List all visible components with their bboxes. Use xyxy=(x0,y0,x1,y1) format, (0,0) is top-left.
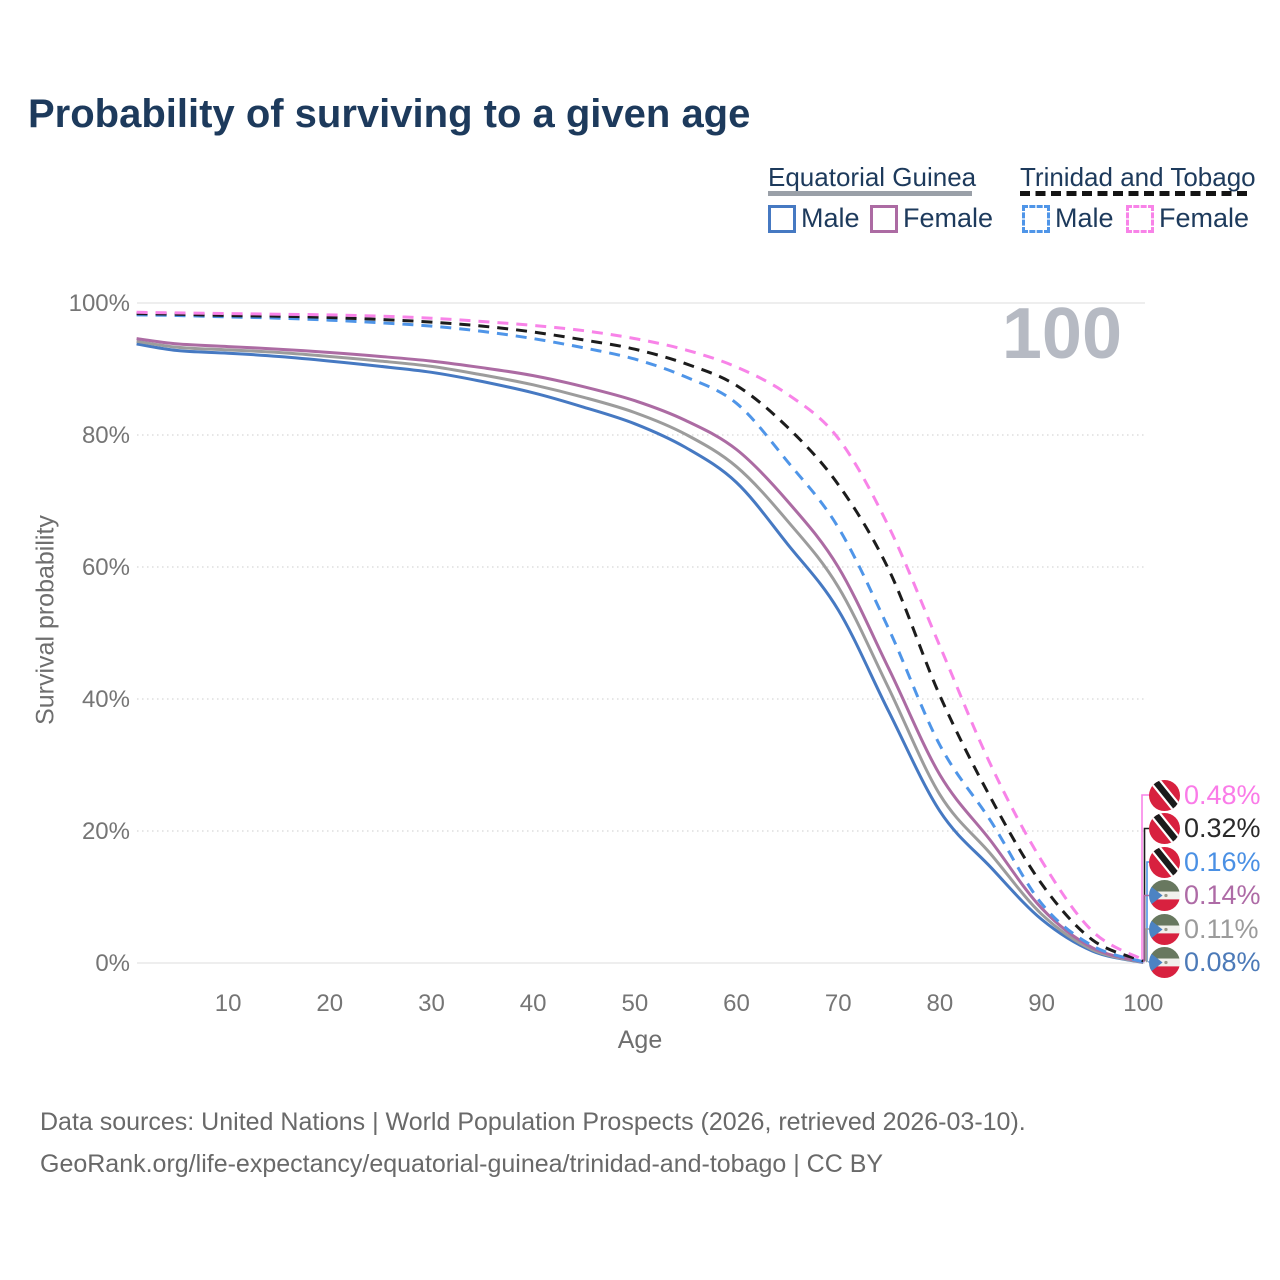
survival-probability-plot xyxy=(136,302,1151,964)
y-tick-label-40: 40% xyxy=(81,686,130,713)
x-tick-label-20: 20 xyxy=(316,990,344,1017)
x-tick-label-60: 60 xyxy=(723,990,750,1017)
y-tick-label-20: 20% xyxy=(81,818,130,845)
legend-group-title-equatorial-guinea: Equatorial Guinea xyxy=(768,162,977,192)
x-tick-label-30: 30 xyxy=(418,990,445,1017)
y-tick-label-80: 80% xyxy=(81,422,130,449)
curve-trinidad-and-tobago-male xyxy=(136,313,1144,964)
trinidad-and-tobago-flag-icon xyxy=(1149,813,1180,844)
legend-item-tt-male[interactable]: Male xyxy=(1055,203,1114,233)
end-label-connector-0 xyxy=(1141,794,1151,960)
equatorial-guinea-flag-icon xyxy=(1149,913,1180,945)
curve-equatorial-guinea-both-sexes xyxy=(136,339,1144,964)
legend-item-tt-female[interactable]: Female xyxy=(1159,203,1250,233)
y-tick-label-100: 100% xyxy=(68,290,130,317)
x-axis-title: Age xyxy=(617,1026,663,1054)
x-tick-label-90: 90 xyxy=(1028,990,1055,1017)
end-label-value: 0.14% xyxy=(1184,880,1261,910)
end-label-0.14: 0.14% xyxy=(1149,880,1261,912)
end-label-value: 0.08% xyxy=(1184,946,1261,977)
end-label-value: 0.48% xyxy=(1184,779,1261,810)
x-tick-label-50: 50 xyxy=(621,990,649,1017)
legend-swatch-tt-male[interactable] xyxy=(1022,205,1050,233)
legend-swatch-eg-female[interactable] xyxy=(870,205,898,233)
trinidad-and-tobago-flag-icon xyxy=(1149,779,1180,811)
y-tick-label-0: 0% xyxy=(95,950,130,977)
legend-underline-solid xyxy=(768,191,972,196)
y-tick-label-60: 60% xyxy=(81,554,130,581)
age-watermark: 100 xyxy=(1001,294,1122,374)
end-label-0.11: 0.11% xyxy=(1149,913,1259,945)
end-label-0.08: 0.08% xyxy=(1149,946,1261,978)
end-label-value: 0.32% xyxy=(1184,813,1261,843)
x-tick-label-70: 70 xyxy=(824,990,852,1017)
curve-trinidad-and-tobago-both-sexes xyxy=(136,312,1144,963)
curve-equatorial-guinea-female xyxy=(136,337,1144,964)
x-tick-label-10: 10 xyxy=(214,990,242,1017)
legend-underline-dashed xyxy=(1020,191,1247,196)
x-tick-label-80: 80 xyxy=(926,990,954,1017)
end-label-0.48: 0.48% xyxy=(1149,779,1261,811)
x-tick-label-100: 100 xyxy=(1123,990,1164,1017)
end-label-connector-3 xyxy=(1143,894,1151,963)
end-label-0.16: 0.16% xyxy=(1149,846,1261,878)
end-label-0.32: 0.32% xyxy=(1149,813,1261,845)
legend-swatch-eg-male[interactable] xyxy=(768,205,796,233)
legend-group-title-trinidad-and-tobago: Trinidad and Tobago xyxy=(1020,162,1256,192)
curve-equatorial-guinea-male xyxy=(136,342,1144,964)
legend-swatch-tt-female[interactable] xyxy=(1126,205,1154,233)
trinidad-and-tobago-flag-icon xyxy=(1149,846,1180,878)
end-label-value: 0.11% xyxy=(1184,913,1259,944)
legend-item-eg-female[interactable]: Female xyxy=(903,203,994,233)
curve-trinidad-and-tobago-female xyxy=(136,310,1145,962)
x-tick-label-40: 40 xyxy=(519,990,547,1017)
equatorial-guinea-flag-icon xyxy=(1149,946,1180,978)
equatorial-guinea-flag-icon xyxy=(1149,880,1180,911)
page-title: Probability of surviving to a given age xyxy=(28,92,751,136)
data-sources-text: Data sources: United Nations | World Pop… xyxy=(40,1108,1026,1136)
legend-item-eg-male[interactable]: Male xyxy=(801,203,860,233)
attribution-text: GeoRank.org/life-expectancy/equatorial-g… xyxy=(40,1150,884,1178)
end-label-value: 0.16% xyxy=(1184,846,1261,877)
